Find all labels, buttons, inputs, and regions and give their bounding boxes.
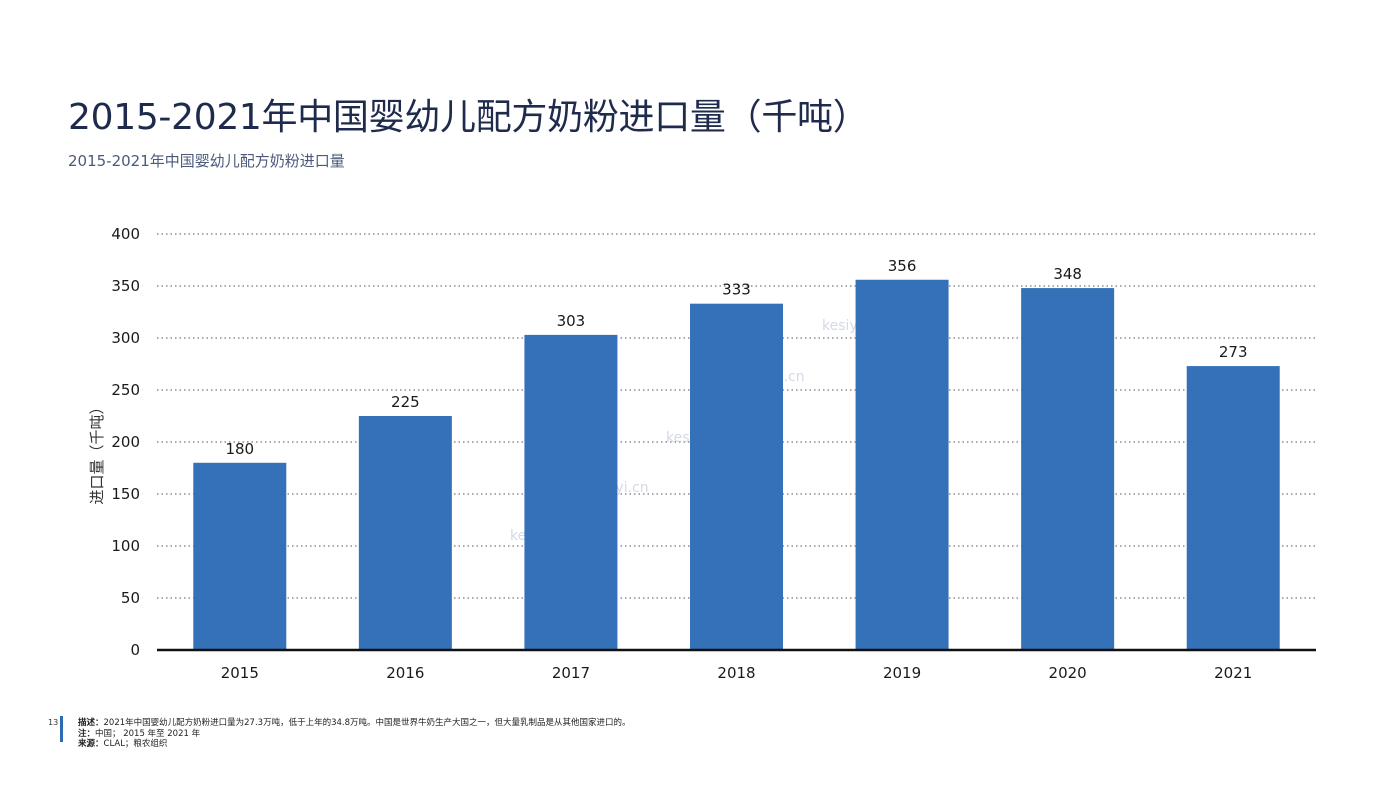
y-tick-label: 300 [111,329,140,347]
x-tick-label: 2015 [221,664,259,682]
bar [193,462,287,650]
y-tick-label: 100 [111,537,140,555]
source-text: CLAL；粮农组织 [103,739,168,749]
data-label: 303 [557,312,586,330]
bar [524,334,618,650]
data-label: 180 [225,440,254,458]
data-label: 348 [1053,265,1082,283]
desc-text: 2021年中国婴幼儿配方奶粉进口量为27.3万吨，低于上年的34.8万吨。中国是… [103,718,631,728]
page-number: 13 [48,718,59,727]
bars [193,279,1280,650]
x-tick-label: 2021 [1214,664,1252,682]
note-label: 注： [78,728,96,739]
footer-notes: 描述：2021年中国婴幼儿配方奶粉进口量为27.3万吨，低于上年的34.8万吨。… [78,718,631,750]
x-tick-label: 2018 [717,664,755,682]
chart-subtitle: 2015-2021年中国婴幼儿配方奶粉进口量 [68,152,345,170]
desc-label: 描述： [78,718,104,728]
page-title: 2015-2021年中国婴幼儿配方奶粉进口量（千吨） [68,97,869,138]
bar [358,416,452,650]
y-tick-label: 350 [111,277,140,295]
y-tick-label: 50 [121,589,140,607]
bar [855,279,949,650]
data-labels: 180 225 303 333 356 348 273 [225,257,1247,458]
source-label: 来源： [78,739,104,749]
y-axis-ticks: 0 50 100 150 200 250 300 350 400 [111,225,140,659]
y-tick-label: 0 [130,641,140,659]
footer-accent-bar [60,716,63,742]
y-tick-label: 400 [111,225,140,243]
note-text: 中国； 2015 年至 2021 年 [95,728,201,739]
bar [1186,366,1280,650]
data-label: 356 [888,257,917,275]
y-tick-label: 150 [111,485,140,503]
y-tick-label: 200 [111,433,140,451]
x-tick-label: 2020 [1049,664,1087,682]
x-tick-label: 2017 [552,664,590,682]
data-label: 225 [391,393,420,411]
x-tick-label: 2016 [386,664,424,682]
x-axis-ticks: 2015 2016 2017 2018 2019 2020 2021 [221,664,1253,682]
y-tick-label: 250 [111,381,140,399]
bar [1021,288,1115,650]
x-tick-label: 2019 [883,664,921,682]
y-axis-title: 进口量（千吨） [88,399,106,504]
data-label: 333 [722,281,751,299]
bar [690,303,783,650]
data-label: 273 [1219,343,1248,361]
